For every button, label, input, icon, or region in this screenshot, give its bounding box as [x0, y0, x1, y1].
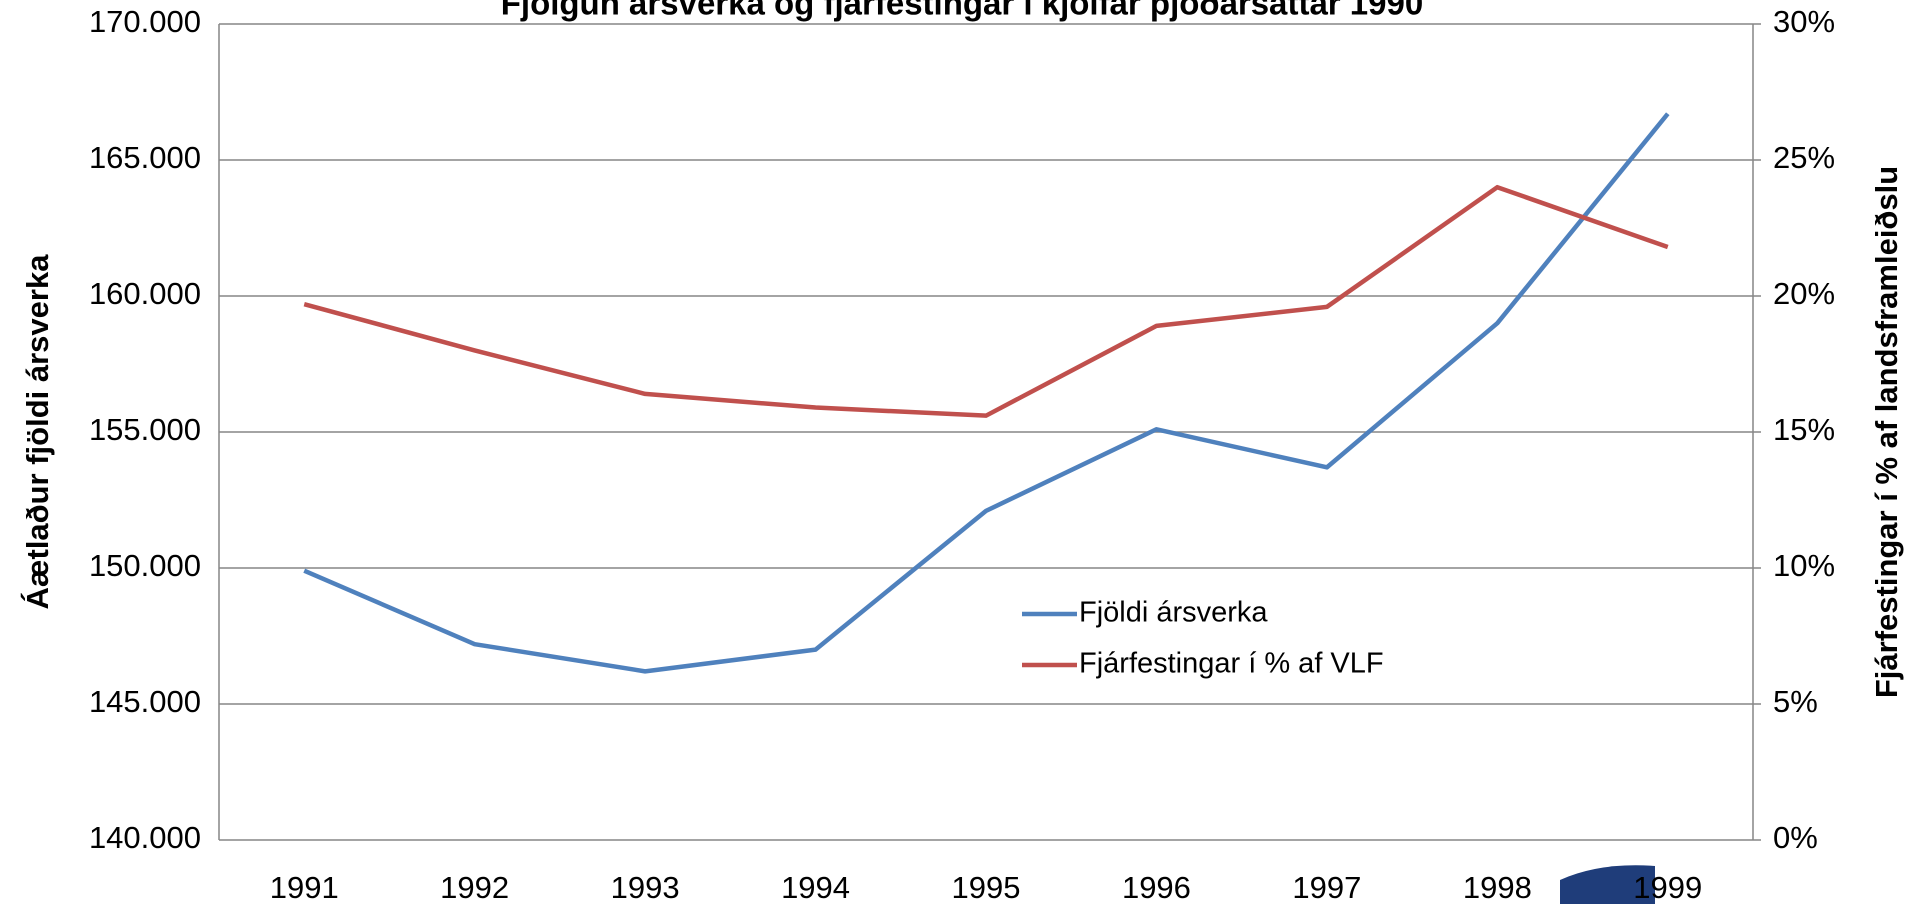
y-tick-label: 145.000 — [89, 684, 201, 719]
x-tick-label: 1994 — [781, 870, 850, 904]
line-series — [303, 184, 1669, 418]
y-tick-label: 170.000 — [89, 4, 201, 39]
y2-tick-label: 0% — [1773, 820, 1818, 855]
y-tick-label: 140.000 — [89, 820, 201, 855]
logo — [1560, 865, 1655, 904]
y2-tick-label: 30% — [1773, 4, 1835, 39]
x-tick-label: 1992 — [440, 870, 509, 904]
x-tick-label: 1991 — [270, 870, 339, 904]
y-tick-label: 155.000 — [89, 412, 201, 447]
y-axis-title: Áætlaður fjöldi ársverka — [20, 254, 55, 610]
legend-label: Fjárfestingar í % af VLF — [1079, 648, 1384, 680]
y2-tick-label: 10% — [1773, 548, 1835, 583]
x-tick-label: 1995 — [952, 870, 1021, 904]
y2-tick-label: 15% — [1773, 412, 1835, 447]
y2-axis-title: Fjárfestingar í % af landsframleiðslu — [1869, 166, 1904, 698]
x-tick-label: 1993 — [611, 870, 680, 904]
y2-tick-label: 20% — [1773, 276, 1835, 311]
legend-label: Fjöldi ársverka — [1079, 597, 1268, 629]
y2-tick-label: 5% — [1773, 684, 1818, 719]
line-series — [303, 112, 1670, 674]
y-tick-label: 160.000 — [89, 276, 201, 311]
x-tick-label: 1998 — [1463, 870, 1532, 904]
x-tick-label: 1997 — [1292, 870, 1361, 904]
y-tick-label: 150.000 — [89, 548, 201, 583]
chart-title: Fjölgun ársverka og fjárfestingar í kjöl… — [501, 0, 1423, 22]
y2-tick-label: 25% — [1773, 140, 1835, 175]
y-tick-label: 165.000 — [89, 140, 201, 175]
x-tick-label: 1996 — [1122, 870, 1191, 904]
x-tick-label: 1999 — [1633, 870, 1702, 904]
